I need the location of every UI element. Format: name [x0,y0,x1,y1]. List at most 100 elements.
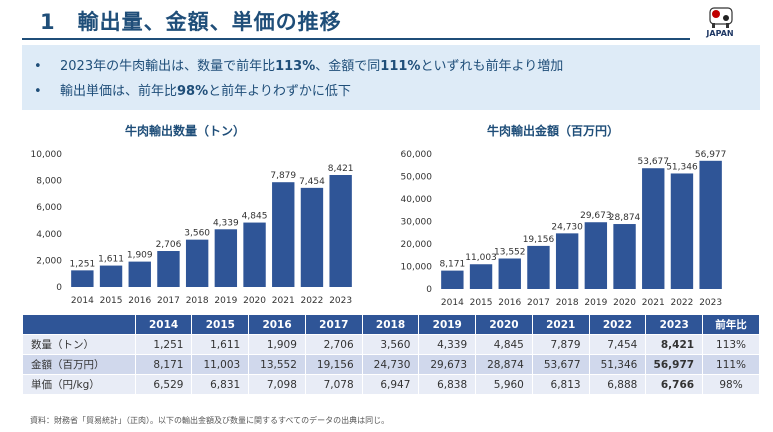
table-header-row: 2014 2015 2016 2017 2018 2019 2020 2021 2022 2023… [22,314,760,335]
bar-2018 [185,239,209,287]
table-cell: 13,552 [248,354,306,375]
data-label-2014: 8,171 [439,260,465,270]
data-label-2016: 13,552 [494,248,526,258]
y-tick-label: 20,000 [401,240,433,250]
x-tick-label: 2020 [243,296,266,306]
x-tick-label: 2021 [272,296,295,306]
data-label-2014: 1,251 [69,259,95,269]
bar-2015 [469,264,493,289]
x-tick-label: 2015 [100,296,123,306]
table-header-2014: 2014 [134,314,193,335]
x-tick-label: 2021 [642,298,665,308]
bar-2019 [584,222,608,289]
bar-2020 [613,224,636,289]
table-cell: 111% [702,354,760,375]
x-tick-label: 2019 [584,298,607,308]
x-tick-label: 2014 [441,298,464,308]
table-cell: 4,339 [418,334,477,355]
chart2-title: 牛肉輸出金額（百万円） [487,124,620,138]
table-row: 数量（トン） 1,251 1,611 1,909 2,706 3,560 4,339 4,84… [22,334,760,355]
table-header-2020: 2020 [475,314,533,335]
table-cell: 98% [702,374,760,395]
page-header: 1 輸出量、金額、単価の推移 JAPAN [0,0,773,44]
data-label-2022: 51,346 [666,162,698,172]
table-cell: 1,611 [191,334,250,355]
bullet2-text-b: と前年よりわずかに低下 [208,84,351,99]
table-header-2022: 2022 [588,314,647,335]
y-tick-label: 0 [56,283,62,293]
data-label-2020: 28,874 [609,213,641,223]
table-cell: 56,977 [645,354,704,375]
logo-text: JAPAN [706,29,734,38]
data-label-2022: 7,454 [299,177,325,187]
x-tick-label: 2022 [300,296,323,306]
table-cell: 24,730 [361,354,420,375]
data-label-2021: 7,879 [270,171,296,181]
x-tick-label: 2016 [498,298,521,308]
table-header-blank [22,314,136,335]
table-cell: 3,560 [361,334,420,355]
bullet1-value-a: 113% [275,59,316,74]
summary-bullet-1: • 2023年の牛肉輸出は、数量で前年比113%、金額で同111%といずれも前年よ… [34,59,564,74]
bar-2021 [642,168,665,289]
table-header-2018: 2018 [361,314,420,335]
data-label-2015: 11,003 [465,253,497,263]
table-cell: 8,171 [134,354,193,375]
y-tick-label: 30,000 [401,218,433,228]
table-cell: 4,845 [475,334,533,355]
table-cell: 19,156 [304,354,363,375]
table-cell: 1,909 [248,334,306,355]
x-tick-label: 2017 [157,296,180,306]
x-tick-label: 2019 [214,296,237,306]
y-tick-label: 2,000 [36,256,62,266]
table-cell: 7,098 [248,374,306,395]
y-tick-label: 40,000 [401,195,433,205]
bar-2022 [300,187,324,287]
x-tick-label: 2016 [128,296,151,306]
table-row: 単価（円/kg） 6,529 6,831 7,098 7,078 6,947 6,838 5,… [22,374,760,395]
data-label-2018: 24,730 [551,222,583,232]
table-cell: 8,421 [645,334,704,355]
bullet1-text-a: 2023年の牛肉輸出は、数量で前年比 [60,59,276,74]
bar-2017 [527,245,550,289]
bar-2018 [555,233,579,289]
x-tick-label: 2023 [699,298,722,308]
cow-logo-icon [709,7,733,28]
bar-2016 [498,258,521,289]
y-tick-label: 8,000 [36,177,62,187]
table-cell: 53,677 [531,354,590,375]
data-label-2020: 4,845 [242,212,268,222]
table-cell: 7,454 [588,334,647,355]
table-cell: 6,888 [588,374,647,395]
data-label-2018: 3,560 [184,229,210,239]
japan-logo: JAPAN [700,4,740,40]
data-label-2016: 1,909 [127,251,153,261]
y-tick-label: 6,000 [36,203,62,213]
y-tick-label: 0 [426,285,432,295]
x-tick-label: 2022 [670,298,693,308]
bar-2019 [214,229,238,287]
data-label-2017: 2,706 [156,240,182,250]
table-header-2017: 2017 [304,314,363,335]
source-note: 資料：財務省「貿易統計」（正肉）。以下の輸出金額及び数量に関するすべてのデータの… [30,416,390,425]
bullet2-text-a: 輸出単価は、前年比 [60,84,178,99]
bar-2017 [157,251,180,287]
table-header-2015: 2015 [191,314,250,335]
x-tick-label: 2018 [186,296,209,306]
table-cell: 1,251 [134,334,193,355]
data-label-2015: 1,611 [98,255,124,265]
bar-2020 [243,222,266,287]
table-cell: 28,874 [475,354,533,375]
value-chart: 0 10,000 20,000 30,000 40,000 50,000 60,000 8,1… [401,150,727,308]
bullet1-value-b: 111% [380,59,421,74]
table-cell: 11,003 [191,354,250,375]
row-header: 単価（円/kg） [22,374,136,395]
table-header-前年比: 前年比 [702,314,760,335]
table-cell: 6,529 [134,374,193,395]
data-label-2019: 4,339 [213,218,239,228]
chart1-title: 牛肉輸出数量（トン） [125,124,246,138]
bar-2014 [441,270,464,289]
volume-chart: 0 2,000 4,000 6,000 8,000 10,000 1,251 2014 1,61… [31,150,354,306]
table-cell: 6,838 [418,374,477,395]
data-label-2021: 53,677 [638,157,670,167]
